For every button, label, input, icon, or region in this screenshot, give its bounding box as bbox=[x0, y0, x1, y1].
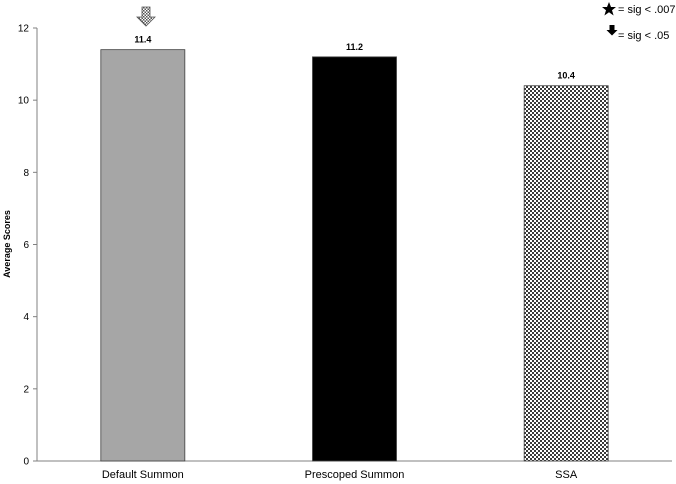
y-tick-label: 10 bbox=[18, 96, 30, 107]
y-axis-label: Average Scores bbox=[2, 210, 12, 278]
y-tick-label: 6 bbox=[23, 240, 29, 251]
y-tick-label: 8 bbox=[23, 168, 29, 179]
x-tick-label: Default Summon bbox=[102, 469, 184, 481]
y-tick-label: 12 bbox=[18, 24, 30, 35]
down-arrow-icon bbox=[606, 25, 618, 36]
legend: = sig < .007 = sig < .05 bbox=[602, 2, 676, 42]
down-arrow-icon bbox=[136, 6, 156, 27]
y-tick-label: 0 bbox=[23, 457, 29, 468]
data-label: 10.4 bbox=[557, 71, 575, 81]
legend-label-star: = sig < .007 bbox=[618, 4, 676, 16]
bar-prescoped-summon bbox=[312, 56, 397, 462]
x-tick-label: SSA bbox=[555, 469, 578, 481]
bars-group bbox=[100, 49, 609, 462]
bar-ssa bbox=[523, 85, 609, 462]
data-label: 11.4 bbox=[134, 35, 151, 45]
x-tick-label: Prescoped Summon bbox=[305, 469, 405, 481]
bar-default-summon bbox=[100, 49, 186, 462]
data-label: 11.2 bbox=[346, 42, 363, 52]
star-icon bbox=[602, 2, 616, 16]
y-axis-ticks: 0 2 4 6 8 10 12 bbox=[18, 24, 37, 468]
labels-group: 11.4 Default Summon 11.2 Prescoped Summon 10… bbox=[102, 35, 578, 481]
y-tick-label: 2 bbox=[23, 384, 29, 395]
y-tick-label: 4 bbox=[23, 312, 29, 323]
legend-label-arrow: = sig < .05 bbox=[618, 30, 669, 42]
